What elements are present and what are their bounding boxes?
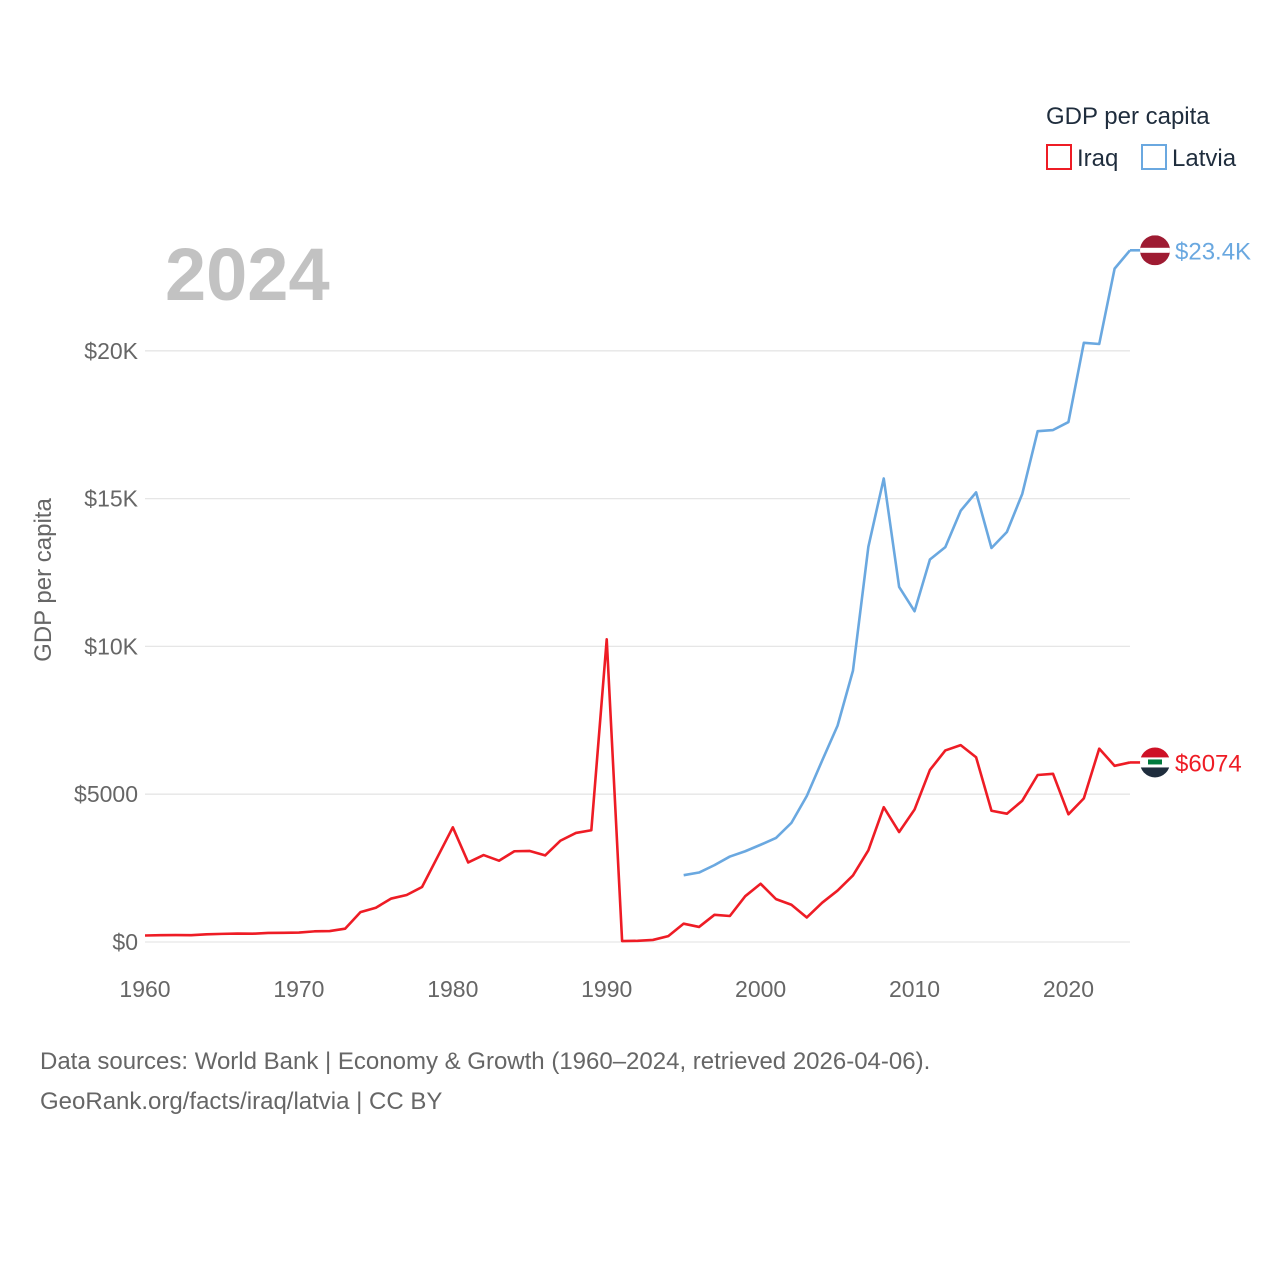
source-line-2: GeoRank.org/facts/iraq/latvia | CC BY xyxy=(40,1088,443,1115)
legend-label-latvia: Latvia xyxy=(1172,145,1237,172)
y-tick-label: $10K xyxy=(84,633,138,659)
end-label-iraq: $6074 xyxy=(1175,750,1242,777)
x-tick-label: 2010 xyxy=(889,976,940,1002)
flag-stripe-red xyxy=(1140,747,1170,758)
legend-label-iraq: Iraq xyxy=(1077,145,1118,172)
y-tick-label: $20K xyxy=(84,338,138,364)
y-axis-ticks: $0 $5000 $10K $15K $20K xyxy=(74,338,139,955)
x-tick-label: 1980 xyxy=(427,976,478,1002)
legend-title: GDP per capita xyxy=(1046,103,1210,130)
x-axis-ticks: 1960 1970 1980 1990 2000 2010 2020 xyxy=(119,976,1094,1002)
series-lines xyxy=(144,249,1131,943)
data-source-note: Data sources: World Bank | Economy & Gro… xyxy=(40,1042,930,1122)
y-tick-label: $5000 xyxy=(74,781,138,807)
series-line-iraq xyxy=(144,638,1131,943)
legend: GDP per capita Iraq Latvia xyxy=(1046,103,1237,172)
flag-emblem xyxy=(1148,759,1162,765)
iraq-flag-icon xyxy=(1140,747,1170,778)
x-tick-label: 1990 xyxy=(581,976,632,1002)
x-tick-label: 2020 xyxy=(1043,976,1094,1002)
x-tick-label: 1960 xyxy=(119,976,170,1002)
latvia-flag-icon xyxy=(1140,235,1170,266)
legend-swatch-latvia xyxy=(1141,144,1167,170)
legend-item-latvia[interactable]: Latvia xyxy=(1141,144,1237,172)
grid-lines xyxy=(145,350,1130,943)
x-tick-label: 1970 xyxy=(273,976,324,1002)
flag-stripe xyxy=(1140,247,1170,253)
source-line-1: Data sources: World Bank | Economy & Gro… xyxy=(40,1048,931,1075)
legend-item-iraq[interactable]: Iraq xyxy=(1046,144,1118,172)
year-label: 2024 xyxy=(165,233,330,316)
flag-stripe-black xyxy=(1140,767,1170,778)
y-axis-title: GDP per capita xyxy=(30,498,57,662)
series-end-labels: $6074 $23.4K xyxy=(1130,235,1251,778)
y-tick-label: $15K xyxy=(84,486,138,512)
legend-swatch-iraq xyxy=(1046,144,1072,170)
end-label-latvia: $23.4K xyxy=(1175,238,1251,265)
series-line-latvia xyxy=(683,249,1131,877)
x-tick-label: 2000 xyxy=(735,976,786,1002)
y-tick-label: $0 xyxy=(112,929,138,955)
